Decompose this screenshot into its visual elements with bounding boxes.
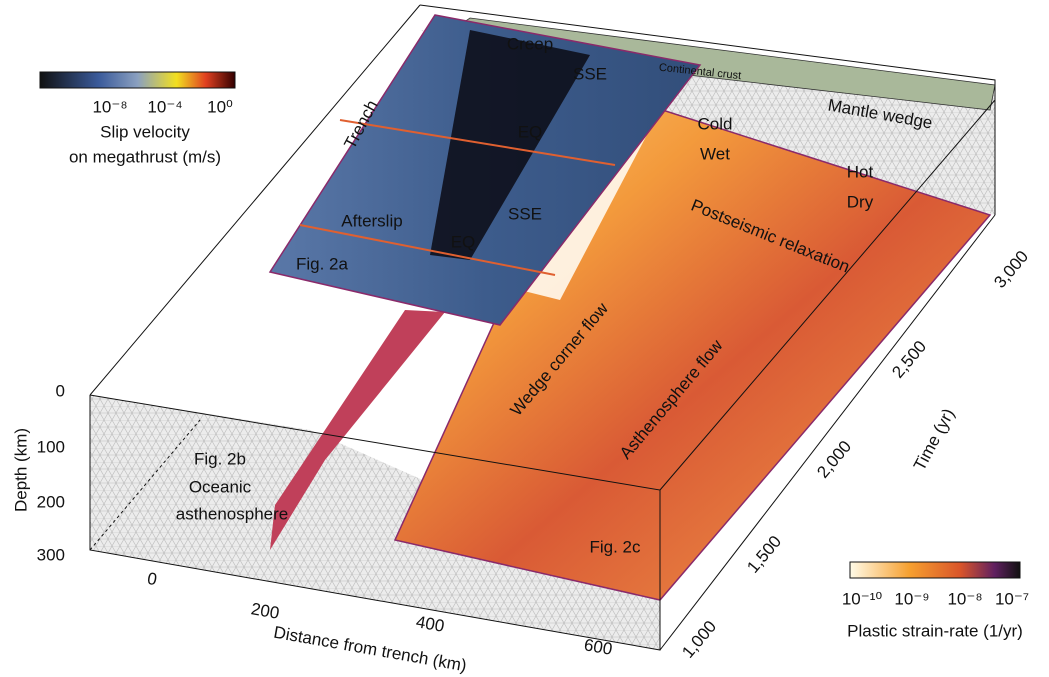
colorbar-label: on megathrust (m/s) xyxy=(69,147,221,166)
annotation: Wet xyxy=(700,144,730,163)
colorbar-tick-label: 10⁻⁹ xyxy=(894,589,929,608)
colorbar-tick-label: 10⁻⁷ xyxy=(995,589,1029,608)
depth-tick-label: 100 xyxy=(37,437,65,456)
time-tick-label: 2,500 xyxy=(888,337,930,382)
annotation: Dry xyxy=(847,192,874,211)
colorbar-tick-label: 10⁻⁴ xyxy=(147,97,182,116)
strain-colorbar xyxy=(850,562,1020,578)
depth-tick-label: 200 xyxy=(37,492,65,511)
figure: 10⁻⁸ 10⁻⁴ 10⁰ Slip velocity on megathrust (m… xyxy=(0,0,1049,677)
annotation: Creep xyxy=(507,34,553,53)
colorbar-tick-label: 10⁻⁸ xyxy=(92,97,127,116)
annotation: Cold xyxy=(698,114,733,133)
distance-tick-label: 0 xyxy=(146,569,159,589)
depth-axis-label: Depth (km) xyxy=(11,428,30,512)
time-tick-label: 2,000 xyxy=(813,437,855,482)
slip-colorbar xyxy=(40,72,235,88)
time-axis-label: Time (yr) xyxy=(910,405,958,473)
annotation: SSE xyxy=(573,64,607,83)
depth-tick-label: 0 xyxy=(56,381,65,400)
colorbar-label: Plastic strain-rate (1/yr) xyxy=(847,621,1023,640)
annotation: Fig. 2c xyxy=(589,537,641,556)
colorbar-tick-label: 10⁻⁸ xyxy=(947,589,982,608)
annotation: Hot xyxy=(847,162,874,181)
distance-tick-label: 400 xyxy=(415,612,446,636)
time-tick-label: 3,000 xyxy=(990,247,1032,292)
annotation: Afterslip xyxy=(341,211,402,230)
annotation: Oceanic xyxy=(189,477,252,496)
colorbar-tick-label: 10⁰ xyxy=(207,97,233,116)
time-tick-label: 1,000 xyxy=(678,617,720,662)
time-tick-label: 1,500 xyxy=(743,532,785,577)
colorbar-tick-label: 10⁻¹⁰ xyxy=(842,589,883,608)
annotation: SSE xyxy=(508,204,542,223)
annotation: asthenosphere xyxy=(176,504,288,523)
colorbar-label: Slip velocity xyxy=(100,122,190,141)
annotation: Fig. 2a xyxy=(296,254,349,273)
distance-tick-label: 200 xyxy=(250,599,281,623)
distance-tick-label: 600 xyxy=(583,635,614,659)
depth-tick-label: 300 xyxy=(37,545,65,564)
annotation: Fig. 2b xyxy=(194,449,246,468)
annotation: EQ xyxy=(451,232,476,251)
annotation: EQ xyxy=(518,122,543,141)
